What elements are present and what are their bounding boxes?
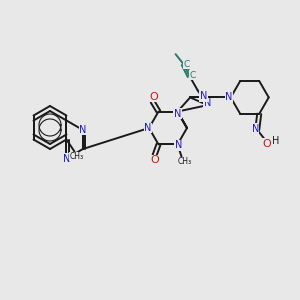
Text: C: C — [189, 71, 196, 80]
Text: N: N — [225, 92, 232, 102]
Text: C: C — [183, 60, 190, 69]
Text: N: N — [200, 92, 207, 101]
Text: N: N — [251, 124, 259, 134]
Text: N: N — [79, 125, 87, 135]
Text: CH₃: CH₃ — [177, 157, 192, 166]
Text: N: N — [175, 140, 182, 151]
Text: O: O — [149, 92, 158, 101]
Text: H: H — [272, 136, 279, 146]
Text: N: N — [63, 154, 70, 164]
Text: O: O — [263, 139, 272, 149]
Text: N: N — [144, 123, 152, 133]
Text: CH₃: CH₃ — [69, 152, 83, 161]
Text: O: O — [150, 155, 159, 166]
Text: N: N — [174, 109, 181, 118]
Text: N: N — [204, 98, 211, 108]
